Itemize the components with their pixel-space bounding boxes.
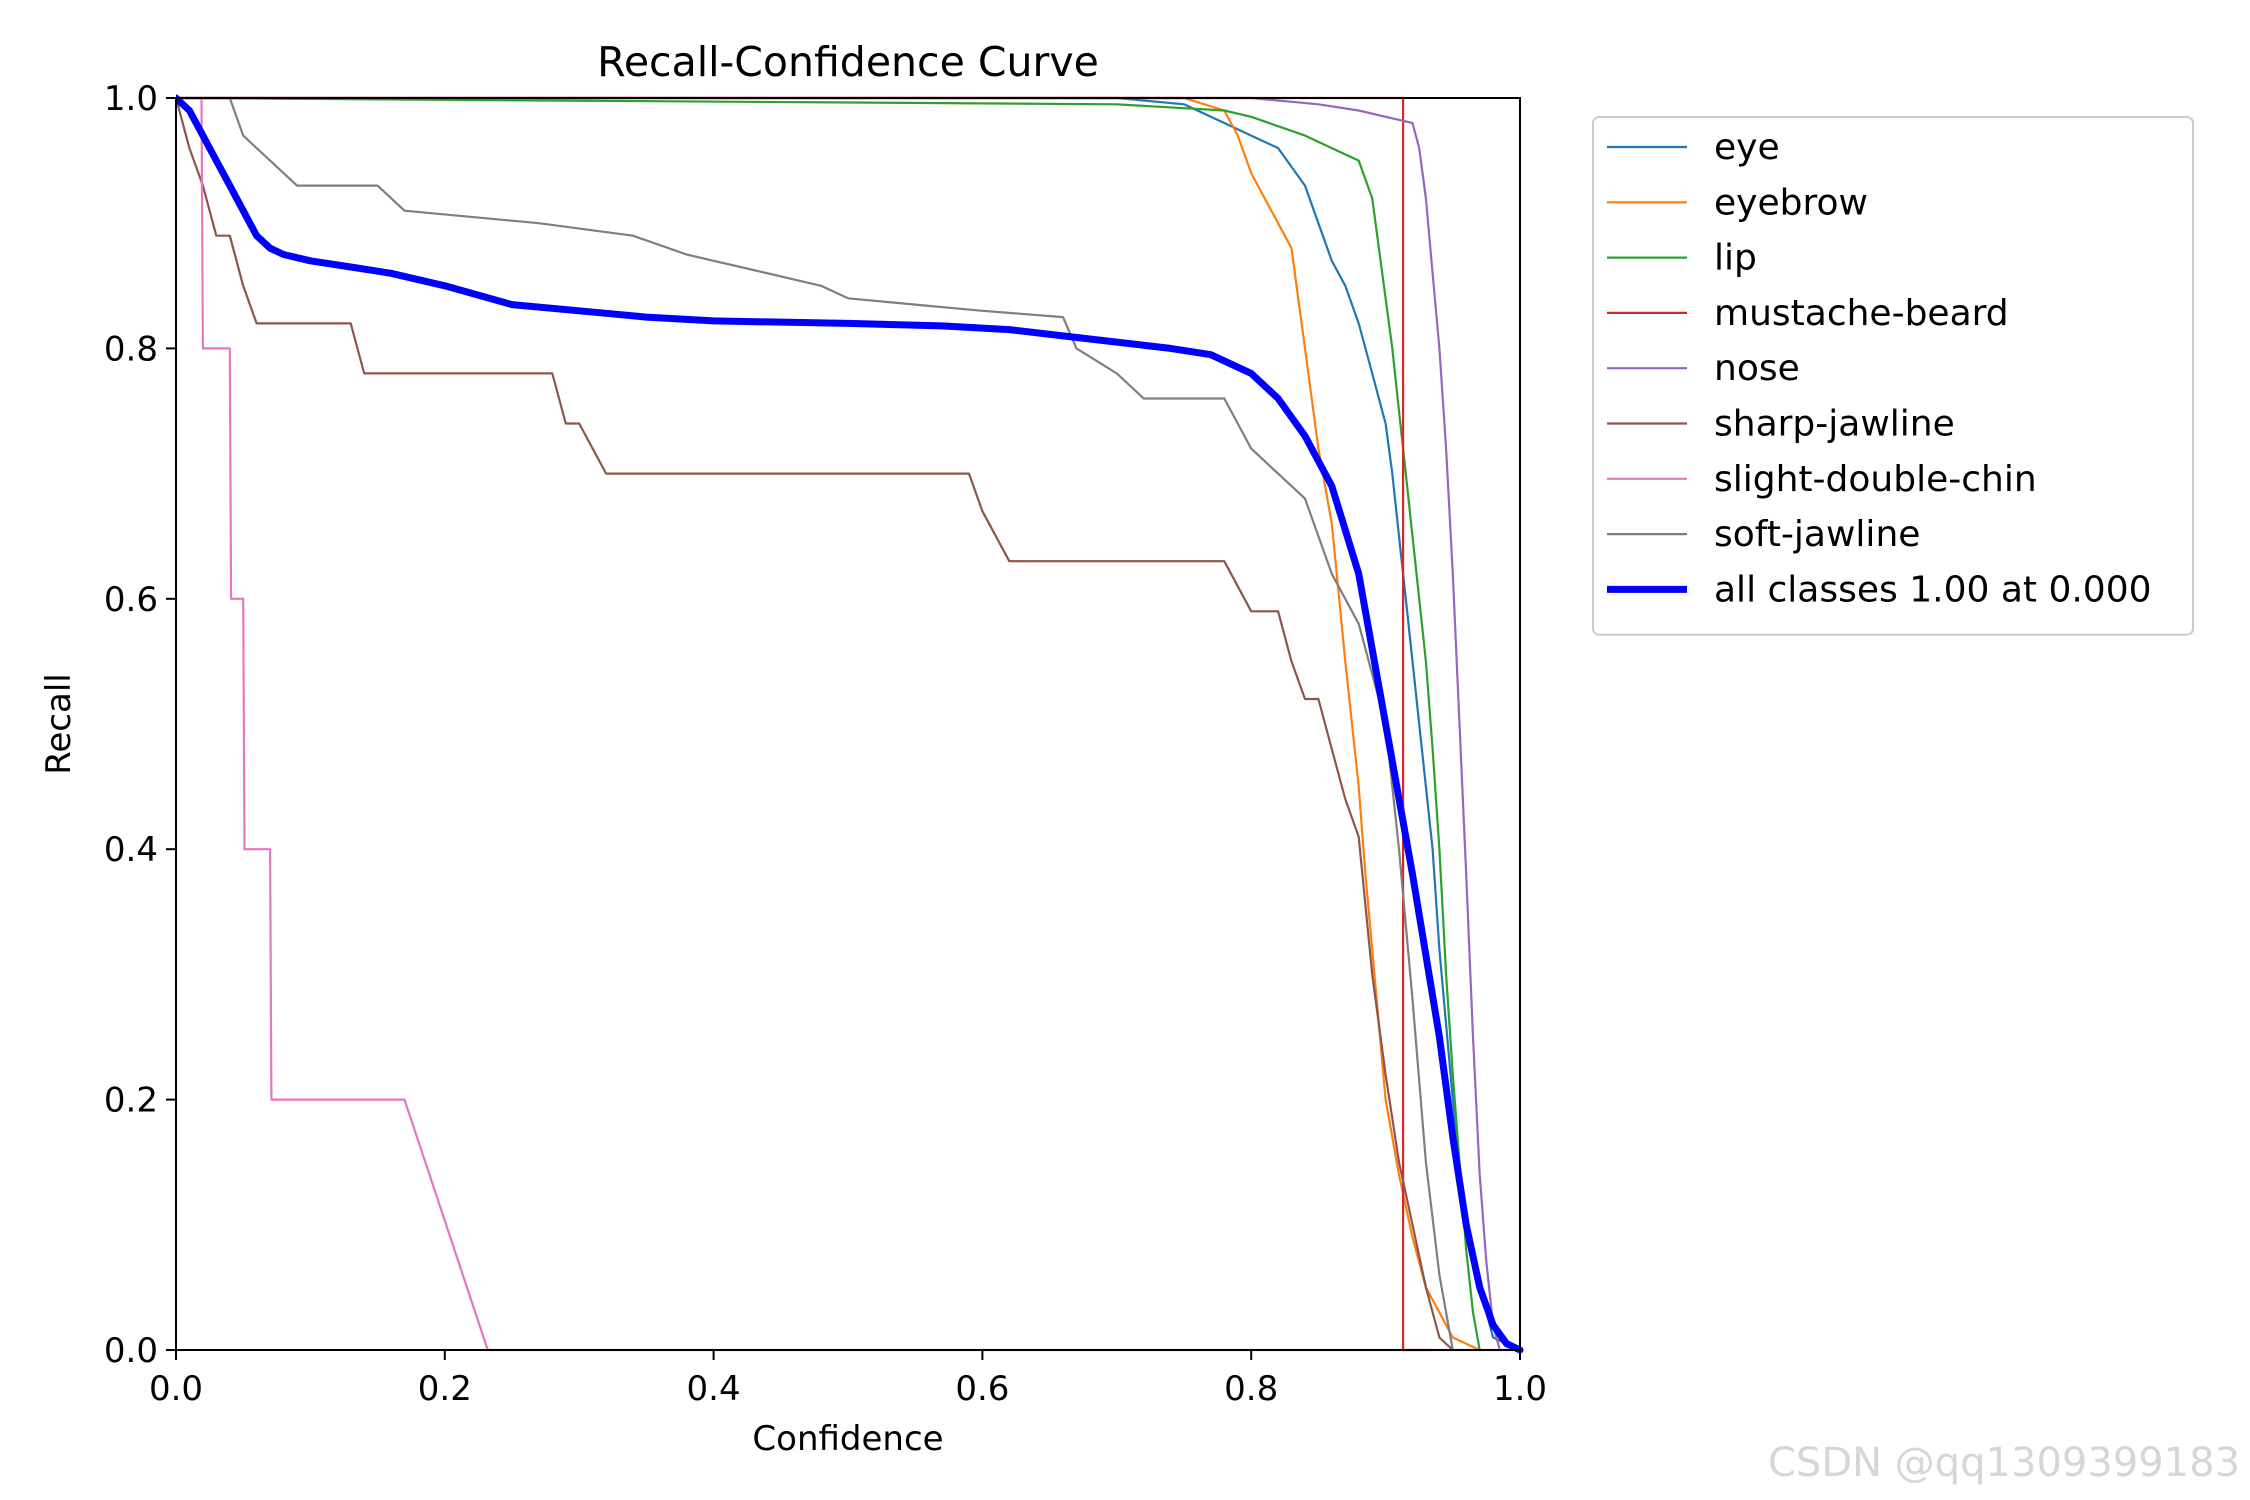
- x-tick-label: 0.4: [687, 1369, 741, 1409]
- x-tick-label: 0.2: [418, 1369, 472, 1409]
- y-axis-title: Recall: [39, 673, 79, 774]
- series-line-slight-double-chin: [176, 96, 1522, 1352]
- series-line-eye: [176, 96, 1522, 1352]
- legend-items: eye eyebrow lip mustache-beard nose sharp-jaw…: [1607, 127, 2152, 610]
- series-line-eyebrow: [176, 96, 1481, 1352]
- legend-label-lip: lip: [1714, 238, 1757, 279]
- x-axis-title: Confidence: [752, 1419, 943, 1459]
- y-tick-label: 0.8: [104, 329, 158, 369]
- series-line-all: [176, 94, 1524, 1354]
- y-tick-label: 0.4: [104, 830, 158, 870]
- series-line-mustache-beard: [176, 96, 1434, 1352]
- x-tick-label: 0.0: [149, 1369, 203, 1409]
- x-tick-label: 0.6: [955, 1369, 1009, 1409]
- y-axis-ticks: 0.0 0.2 0.4 0.6 0.8 1.0: [104, 79, 176, 1371]
- legend-label-soft-jawline: soft-jawline: [1714, 514, 1920, 555]
- legend-label-nose: nose: [1714, 348, 1800, 389]
- legend-label-sharp-jawline: sharp-jawline: [1714, 404, 1955, 445]
- legend-label-slight-double-chin: slight-double-chin: [1714, 459, 2037, 500]
- series-layer: [176, 94, 1524, 1354]
- series-line-nose: [176, 96, 1501, 1352]
- x-tick-label: 0.8: [1224, 1369, 1278, 1409]
- watermark-text: CSDN @qq1309399183: [1768, 1440, 2241, 1486]
- legend: eye eyebrow lip mustache-beard nose sharp-jaw…: [1592, 116, 2194, 636]
- series-line-lip: [176, 96, 1481, 1352]
- plot-frame: [175, 97, 1521, 1351]
- series-line-soft-jawline: [176, 96, 1454, 1352]
- series-line-sharp-jawline: [176, 96, 1454, 1352]
- x-tick-label: 1.0: [1493, 1369, 1547, 1409]
- legend-label-mustache-beard: mustache-beard: [1714, 293, 2009, 334]
- chart-title: Recall-Confidence Curve: [597, 38, 1099, 86]
- legend-box: [1592, 116, 2194, 636]
- legend-label-eye: eye: [1714, 127, 1780, 168]
- y-tick-label: 0.6: [104, 580, 158, 620]
- y-tick-label: 0.2: [104, 1081, 158, 1121]
- x-axis-ticks: 0.0 0.2 0.4 0.6 0.8 1.0: [149, 1350, 1547, 1409]
- legend-label-all: all classes 1.00 at 0.000: [1714, 569, 2152, 610]
- y-tick-label: 1.0: [104, 79, 158, 119]
- y-tick-label: 0.0: [104, 1331, 158, 1371]
- legend-label-eyebrow: eyebrow: [1714, 182, 1868, 223]
